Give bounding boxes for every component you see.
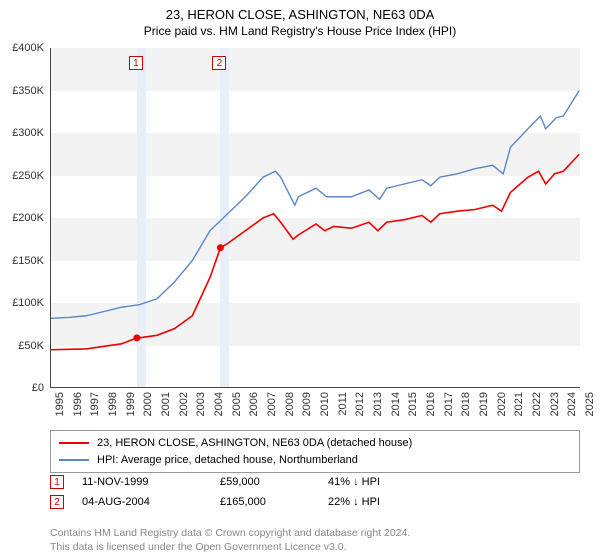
- x-tick-label: 2005: [231, 392, 243, 416]
- x-tick-label: 2025: [584, 392, 596, 416]
- chart-subtitle: Price paid vs. HM Land Registry's House …: [0, 24, 600, 42]
- transaction-marker: 1: [50, 475, 64, 489]
- footer-line-2: This data is licensed under the Open Gov…: [50, 540, 580, 554]
- transaction-date: 04-AUG-2004: [82, 496, 202, 508]
- transactions-table: 1 11-NOV-1999 £59,000 41% ↓ HPI 2 04-AUG-2004…: [50, 472, 580, 512]
- x-tick-label: 1996: [72, 392, 84, 416]
- legend-swatch: [59, 442, 89, 444]
- x-tick-label: 2012: [354, 392, 366, 416]
- transaction-delta: 22% ↓ HPI: [328, 496, 438, 508]
- sale-marker-label: 2: [212, 56, 226, 70]
- x-tick-label: 2010: [319, 392, 331, 416]
- x-tick-label: 2008: [284, 392, 296, 416]
- transaction-row: 1 11-NOV-1999 £59,000 41% ↓ HPI: [50, 472, 580, 492]
- x-tick-label: 2004: [213, 392, 225, 416]
- x-tick-label: 2019: [478, 392, 490, 416]
- x-tick-label: 2002: [178, 392, 190, 416]
- transaction-delta: 41% ↓ HPI: [328, 476, 438, 488]
- x-tick-label: 2021: [513, 392, 525, 416]
- x-tick-label: 1995: [54, 392, 66, 416]
- legend-row: HPI: Average price, detached house, Nort…: [59, 452, 571, 469]
- x-tick-label: 1998: [107, 392, 119, 416]
- legend-row: 23, HERON CLOSE, ASHINGTON, NE63 0DA (de…: [59, 435, 571, 452]
- x-tick-label: 2013: [372, 392, 384, 416]
- x-tick-label: 2017: [443, 392, 455, 416]
- series-hpi: [51, 91, 579, 319]
- y-tick-label: £100K: [0, 297, 50, 309]
- chart-container: 23, HERON CLOSE, ASHINGTON, NE63 0DA Pri…: [0, 0, 600, 560]
- y-tick-label: £0: [0, 382, 50, 394]
- x-tick-label: 2015: [407, 392, 419, 416]
- plot-svg: [51, 48, 580, 387]
- x-tick-label: 2022: [531, 392, 543, 416]
- plot-area: [50, 48, 580, 388]
- transaction-date: 11-NOV-1999: [82, 476, 202, 488]
- x-tick-label: 2011: [337, 392, 349, 416]
- y-tick-label: £200K: [0, 212, 50, 224]
- sale-marker-label: 1: [129, 56, 143, 70]
- y-tick-label: £150K: [0, 255, 50, 267]
- x-tick-label: 2009: [301, 392, 313, 416]
- x-tick-label: 2016: [425, 392, 437, 416]
- transaction-price: £59,000: [220, 476, 310, 488]
- x-tick-label: 2003: [195, 392, 207, 416]
- x-tick-label: 1999: [125, 392, 137, 416]
- transaction-price: £165,000: [220, 496, 310, 508]
- series-property: [51, 154, 579, 350]
- y-tick-label: £350K: [0, 85, 50, 97]
- sale-marker-dot: [133, 334, 140, 341]
- footer-line-1: Contains HM Land Registry data © Crown c…: [50, 526, 580, 540]
- transaction-row: 2 04-AUG-2004 £165,000 22% ↓ HPI: [50, 492, 580, 512]
- x-tick-label: 2018: [460, 392, 472, 416]
- y-tick-label: £300K: [0, 127, 50, 139]
- footer-attribution: Contains HM Land Registry data © Crown c…: [50, 526, 580, 554]
- legend-label: HPI: Average price, detached house, Nort…: [97, 452, 358, 469]
- x-tick-label: 1997: [89, 392, 101, 416]
- legend-label: 23, HERON CLOSE, ASHINGTON, NE63 0DA (de…: [97, 435, 412, 452]
- y-tick-label: £400K: [0, 42, 50, 54]
- x-tick-label: 2024: [566, 392, 578, 416]
- chart-title: 23, HERON CLOSE, ASHINGTON, NE63 0DA: [0, 0, 600, 24]
- x-tick-label: 2020: [496, 392, 508, 416]
- sale-marker-dot: [217, 244, 224, 251]
- legend: 23, HERON CLOSE, ASHINGTON, NE63 0DA (de…: [50, 430, 580, 473]
- y-tick-label: £50K: [0, 340, 50, 352]
- transaction-marker: 2: [50, 495, 64, 509]
- x-tick-label: 2014: [390, 392, 402, 416]
- y-tick-label: £250K: [0, 170, 50, 182]
- x-tick-label: 2001: [160, 392, 172, 416]
- x-tick-label: 2023: [549, 392, 561, 416]
- legend-swatch: [59, 459, 89, 461]
- x-tick-label: 2000: [142, 392, 154, 416]
- x-tick-label: 2007: [266, 392, 278, 416]
- x-tick-label: 2006: [248, 392, 260, 416]
